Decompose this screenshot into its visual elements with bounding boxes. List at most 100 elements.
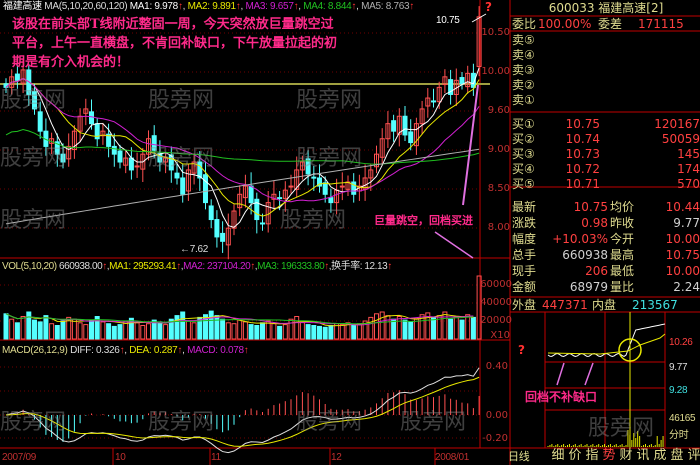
tab-6[interactable]: 成 bbox=[653, 448, 667, 463]
volume-bar bbox=[20, 316, 26, 340]
candle-down bbox=[106, 133, 112, 147]
buy-volume: 50059 bbox=[661, 132, 700, 146]
stat-label: 总手 bbox=[512, 248, 537, 262]
tab-3[interactable]: 势 bbox=[602, 448, 616, 463]
volume-bar bbox=[180, 311, 186, 340]
volume-bar bbox=[356, 323, 362, 340]
volume-bar bbox=[146, 323, 151, 340]
candle-down bbox=[60, 153, 66, 163]
volume-bar bbox=[163, 324, 169, 340]
help-icon[interactable]: ? bbox=[518, 343, 525, 357]
volume-bar bbox=[225, 322, 231, 340]
candle-down bbox=[260, 222, 265, 225]
candle-down bbox=[14, 73, 20, 81]
candle-up bbox=[237, 193, 243, 209]
volume-bar bbox=[54, 325, 60, 340]
volume-ma2: MA2: 237104.20 bbox=[183, 261, 251, 272]
candle-up bbox=[134, 165, 140, 168]
macd-diff: DIFF: 0.326 bbox=[70, 345, 120, 356]
volume-bar bbox=[208, 310, 214, 340]
candle-down bbox=[317, 177, 322, 187]
inner-value: 213567 bbox=[632, 298, 678, 312]
volume-bar bbox=[305, 324, 311, 340]
candle-up bbox=[436, 86, 442, 103]
stat-value: 10.44 bbox=[665, 200, 700, 214]
tab-1[interactable]: 价 bbox=[568, 448, 582, 463]
volume-bar bbox=[322, 326, 328, 340]
volume-bar bbox=[260, 322, 265, 340]
candle-up bbox=[476, 16, 482, 67]
volume-bar bbox=[425, 312, 431, 340]
volume-bar bbox=[294, 316, 300, 340]
tab-5[interactable]: 讯 bbox=[636, 448, 650, 463]
stat-row: 最新 10.75 均价 10.44 bbox=[512, 200, 700, 215]
candle-up bbox=[225, 227, 231, 246]
volume-bar bbox=[117, 324, 123, 340]
sell-row: 卖① bbox=[512, 93, 700, 108]
volume-bar bbox=[254, 325, 260, 340]
volume-bar bbox=[419, 314, 425, 340]
volume-ma1: MA1: 295293.41 bbox=[109, 261, 177, 272]
stat-label: 现手 bbox=[512, 264, 537, 278]
stat-label: 最新 bbox=[512, 200, 537, 214]
candle-down bbox=[402, 115, 408, 136]
period-label[interactable]: 日线 bbox=[508, 451, 530, 463]
ma-params: MA(5,10,20,60,120) bbox=[44, 1, 128, 12]
intraday-avg-line bbox=[547, 333, 666, 355]
buy-label: 买② bbox=[512, 132, 535, 146]
gap-circle bbox=[618, 338, 642, 362]
candle-down bbox=[391, 120, 397, 132]
volume-bar bbox=[214, 315, 220, 340]
candle-down bbox=[151, 135, 157, 151]
volume-bar bbox=[459, 319, 465, 340]
volume-bar bbox=[77, 322, 83, 340]
turnover-rate: 换手率: 12.13 bbox=[331, 261, 388, 272]
volume-bar bbox=[317, 325, 322, 340]
volume-bar bbox=[453, 316, 459, 340]
volume-bar bbox=[282, 324, 288, 340]
volume-bar bbox=[242, 321, 248, 340]
buy-row: 买④ 10.72 174 bbox=[512, 162, 700, 177]
stat-value: 10.75 bbox=[665, 248, 700, 262]
annotation-line-3: 期是有介入机会的！ bbox=[12, 55, 130, 70]
candle-down bbox=[89, 111, 94, 125]
volume-ma2-line bbox=[5, 313, 474, 326]
candle-up bbox=[77, 115, 83, 132]
tab-0[interactable]: 细 bbox=[551, 448, 565, 463]
candle-down bbox=[32, 91, 37, 110]
tab-2[interactable]: 指 bbox=[585, 448, 599, 463]
quote-title: 600033 福建高速[2] bbox=[548, 1, 664, 15]
candle-down bbox=[203, 174, 208, 204]
high-pointer bbox=[471, 13, 487, 23]
buy-row: 买③ 10.73 145 bbox=[512, 147, 700, 162]
price-tick: 8.00 bbox=[487, 222, 510, 233]
volume-bar bbox=[448, 318, 454, 340]
candle-up bbox=[299, 161, 305, 171]
sell-label: 卖⑤ bbox=[512, 33, 535, 47]
candle-down bbox=[351, 181, 357, 195]
stat-label: 最低 bbox=[610, 264, 635, 278]
stat-value: +10.03% bbox=[552, 232, 608, 246]
intraday-label: 分时 bbox=[669, 430, 689, 441]
tab-8[interactable]: 评 bbox=[687, 448, 700, 463]
candle-down bbox=[37, 111, 43, 132]
annotation-arrow bbox=[556, 362, 565, 386]
macd-tick: -0.20 bbox=[482, 433, 508, 444]
tab-7[interactable]: 盘 bbox=[670, 448, 684, 463]
tab-4[interactable]: 财 bbox=[619, 448, 633, 463]
ma-legend: 福建高速 MA(5,10,20,60,120) MA1: 9.978↑, MA2… bbox=[3, 1, 414, 12]
annotation-arrow bbox=[462, 84, 479, 206]
volume-bar bbox=[442, 311, 448, 340]
volume-bar bbox=[203, 314, 208, 340]
candle-up bbox=[242, 185, 248, 199]
annotation-line-1: 该股在前头部T线附近整固一周，今天突然放巨量跳空过 bbox=[12, 17, 334, 32]
candle-down bbox=[459, 77, 465, 85]
candle-down bbox=[214, 219, 220, 238]
volume-bar bbox=[362, 320, 368, 340]
stat-value: 0.98 bbox=[581, 216, 608, 230]
stat-label: 量比 bbox=[610, 280, 635, 294]
volume-bar bbox=[140, 325, 146, 340]
stat-row: 总手 660938 最高 10.75 bbox=[512, 248, 700, 263]
help-icon[interactable]: ? bbox=[485, 0, 492, 14]
